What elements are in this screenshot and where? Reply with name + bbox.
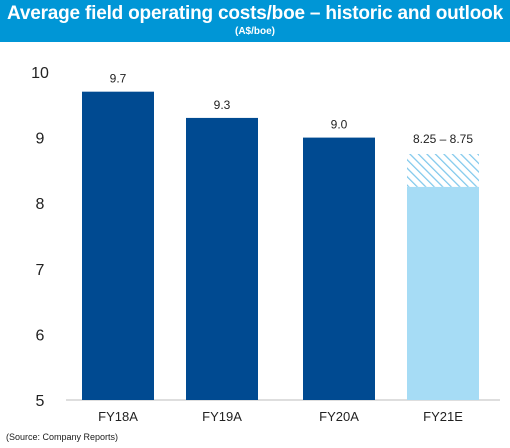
bar-fy20a [303, 137, 375, 400]
y-tick-label: 6 [36, 327, 45, 344]
source-note: (Source: Company Reports) [6, 432, 119, 442]
data-label: 9.0 [331, 118, 348, 132]
x-tick-label: FY20A [319, 409, 359, 424]
y-tick-label: 8 [36, 196, 45, 213]
x-tick-label: FY21E [423, 409, 463, 424]
data-label: 8.25 – 8.75 [413, 132, 473, 146]
y-tick-label: 5 [36, 393, 45, 410]
data-label: 9.7 [110, 72, 127, 86]
bar-range-fy21e [407, 154, 479, 187]
y-tick-label: 9 [36, 131, 45, 148]
data-label: 9.3 [214, 98, 231, 112]
bar-fy18a [82, 91, 154, 401]
bar-fy21e [407, 186, 479, 400]
chart-subtitle: (A$/boe) [235, 26, 275, 37]
chart-title: Average field operating costs/boe – hist… [7, 3, 503, 24]
y-tick-label: 10 [31, 65, 49, 82]
x-tick-label: FY19A [202, 409, 242, 424]
y-tick-label: 7 [36, 262, 45, 279]
title-banner: Average field operating costs/boe – hist… [0, 0, 510, 42]
bar-fy19a [186, 117, 258, 401]
x-tick-label: FY18A [98, 409, 138, 424]
bar-chart: 5 6 7 8 9 10 9.7 FY18A 9.3 FY19A 9.0 FY20A 8.25 – 8.… [31, 65, 500, 424]
